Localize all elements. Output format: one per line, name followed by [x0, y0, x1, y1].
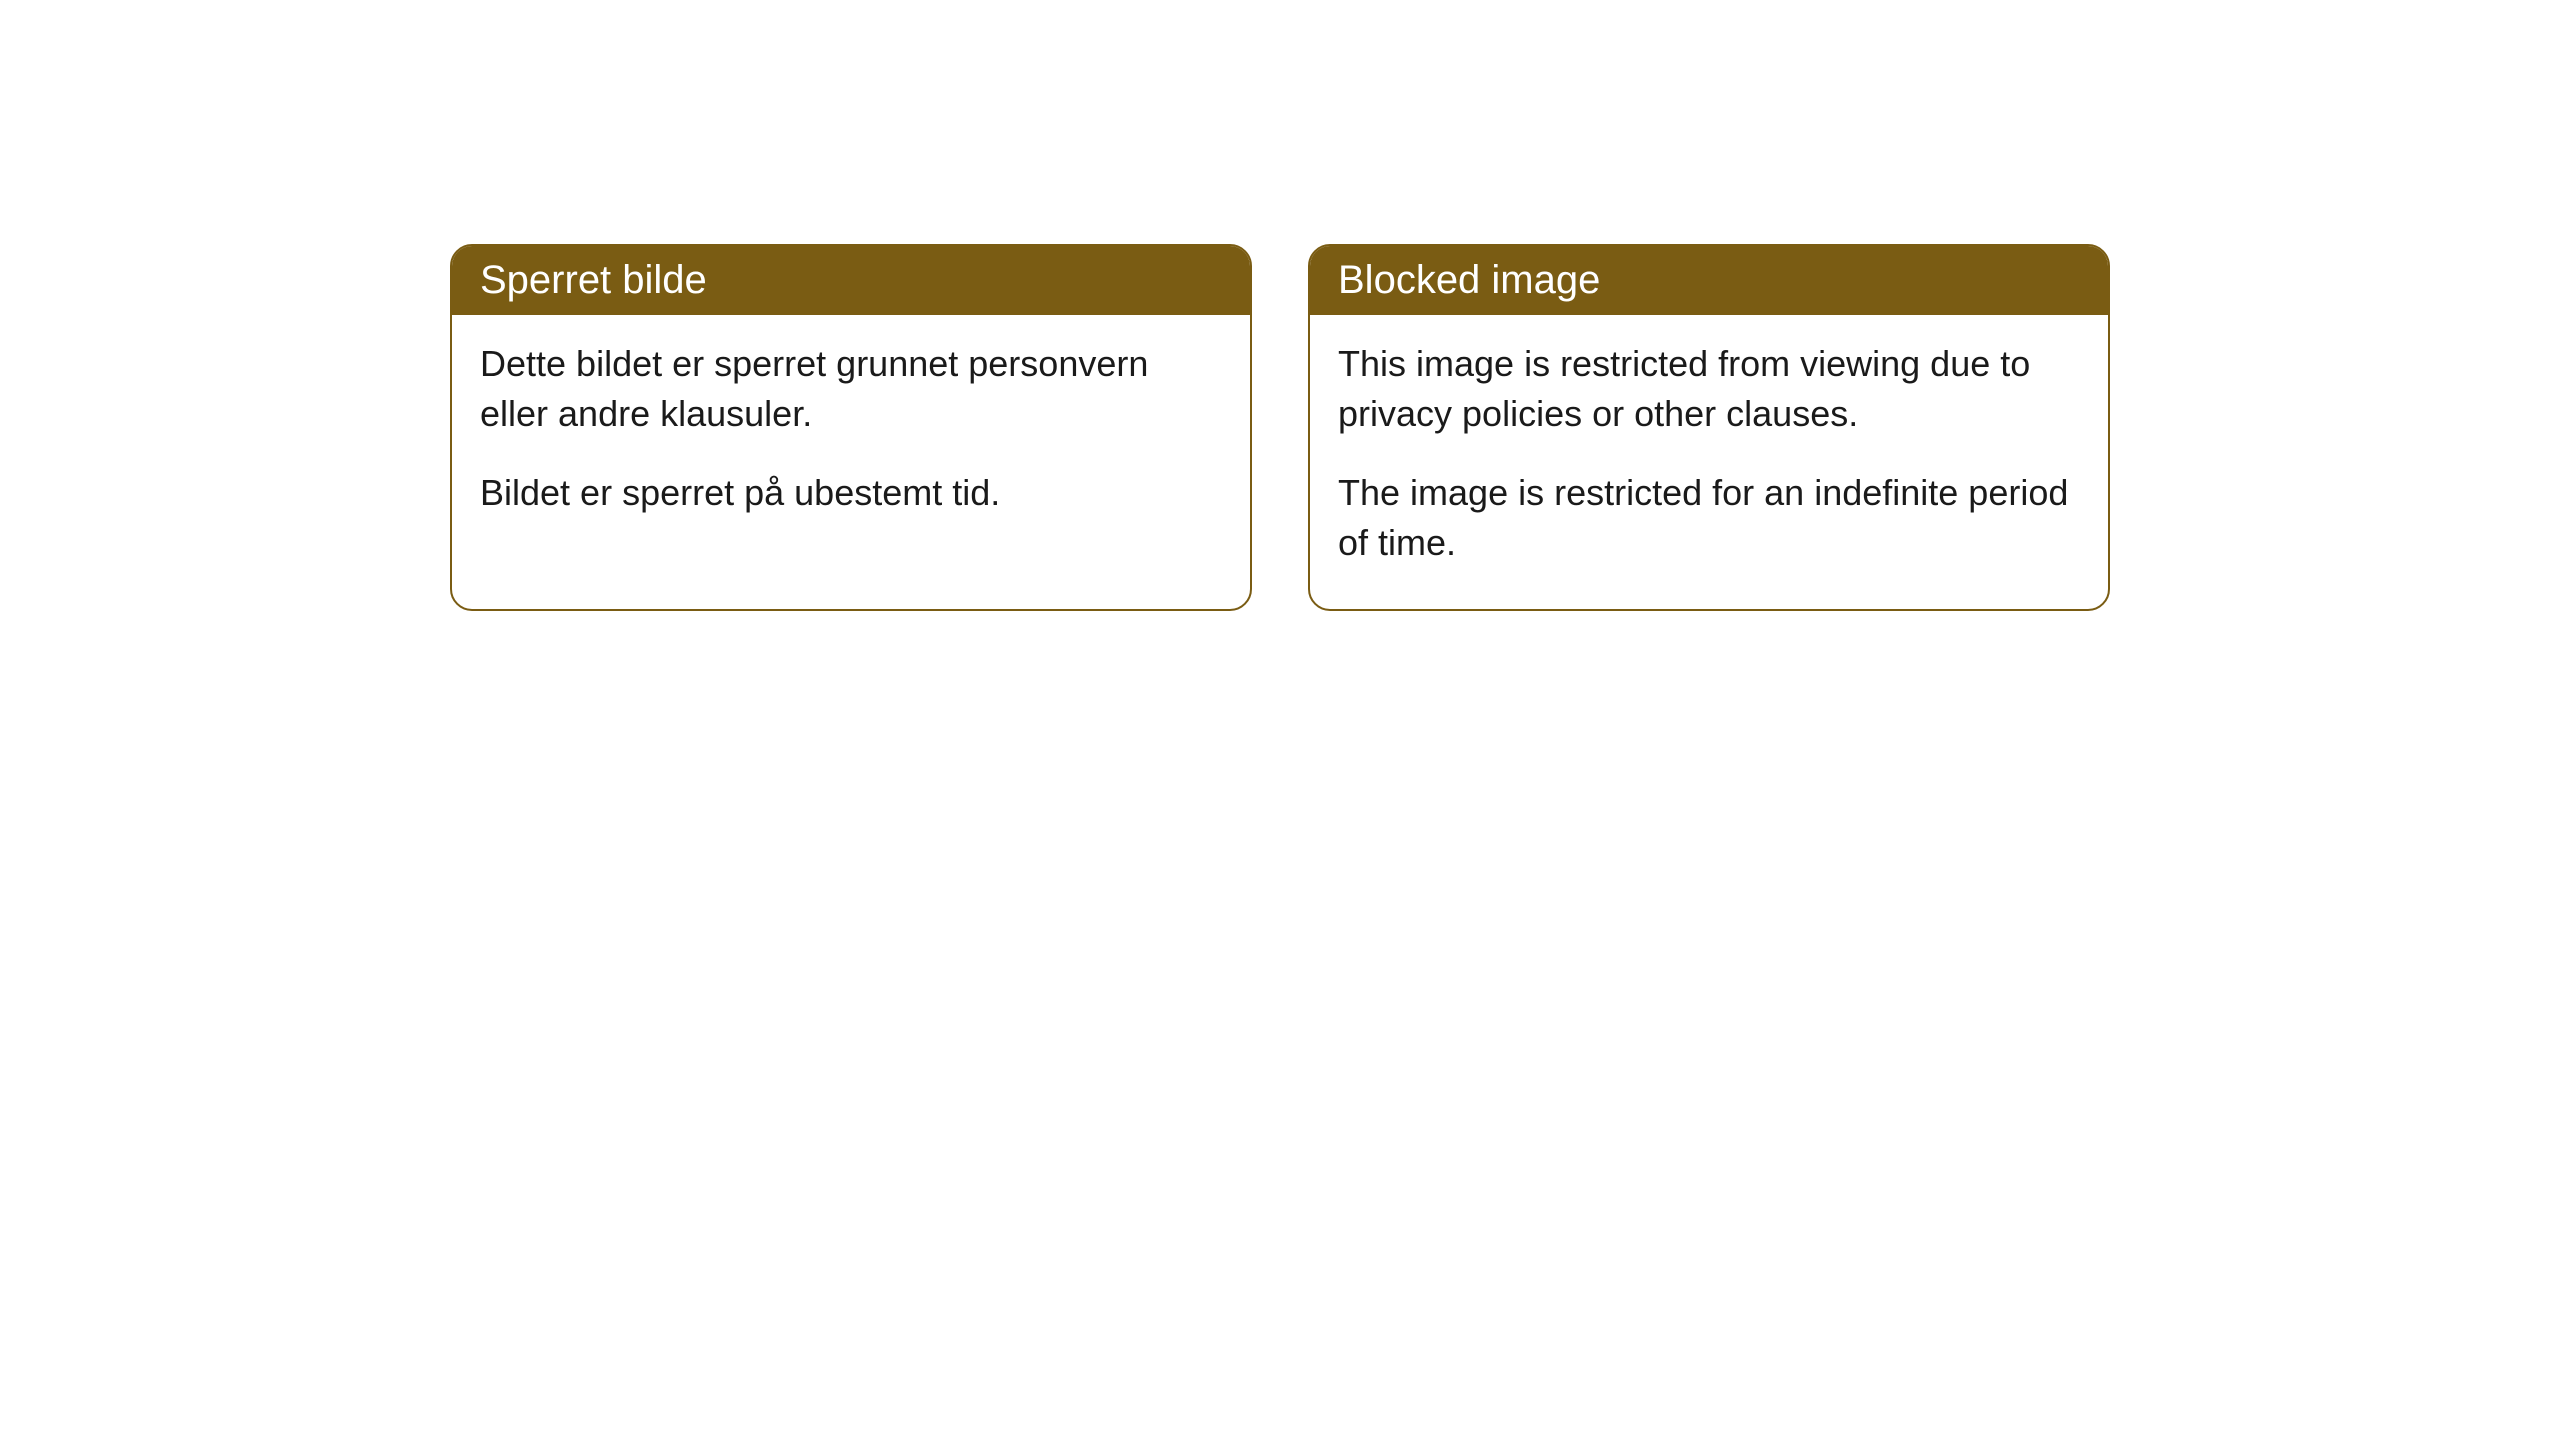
notice-card-english: Blocked image This image is restricted f… — [1308, 244, 2110, 611]
card-paragraph: Bildet er sperret på ubestemt tid. — [480, 468, 1222, 518]
card-body: Dette bildet er sperret grunnet personve… — [452, 315, 1250, 558]
card-header: Blocked image — [1310, 246, 2108, 315]
card-paragraph: The image is restricted for an indefinit… — [1338, 468, 2080, 569]
notice-cards-container: Sperret bilde Dette bildet er sperret gr… — [450, 244, 2110, 611]
notice-card-norwegian: Sperret bilde Dette bildet er sperret gr… — [450, 244, 1252, 611]
card-paragraph: Dette bildet er sperret grunnet personve… — [480, 339, 1222, 440]
card-header: Sperret bilde — [452, 246, 1250, 315]
card-title: Blocked image — [1338, 258, 1600, 302]
card-title: Sperret bilde — [480, 258, 707, 302]
card-body: This image is restricted from viewing du… — [1310, 315, 2108, 609]
card-paragraph: This image is restricted from viewing du… — [1338, 339, 2080, 440]
